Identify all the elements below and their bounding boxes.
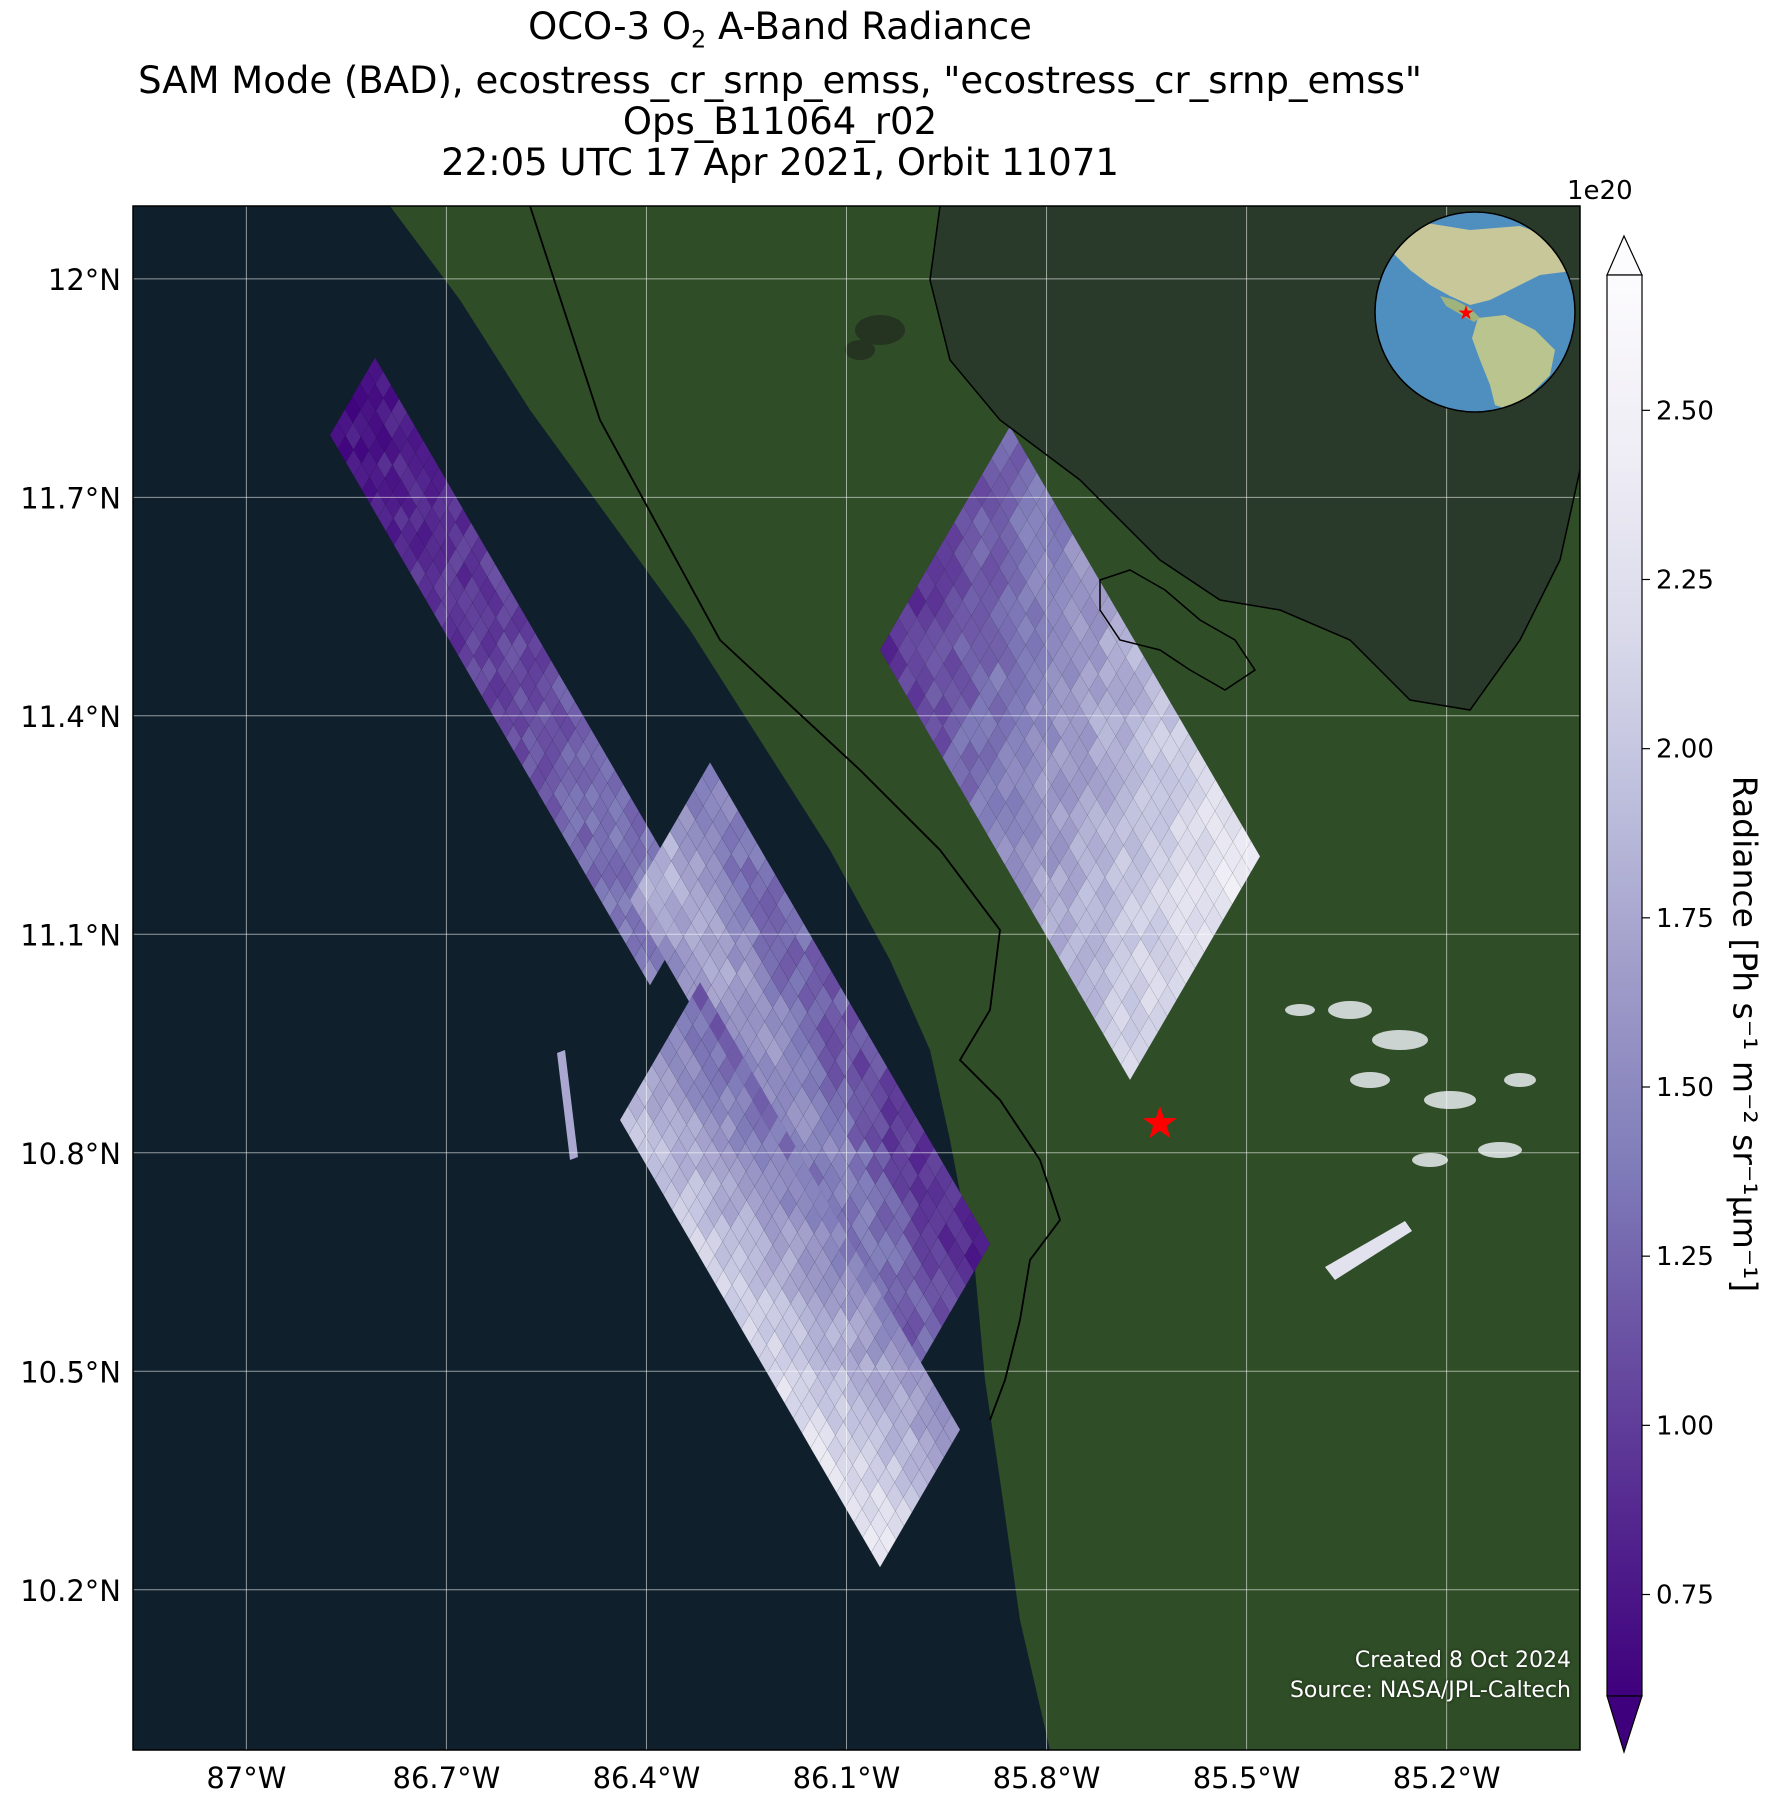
globe-north-america [1380,222,1575,305]
figure-title: OCO-3 O2 A-Band Radiance SAM Mode (BAD),… [120,6,1440,183]
map-gridlines [133,206,1580,1750]
colorbar-title: Radiance [Ph s⁻¹ m⁻² sr⁻¹μm⁻¹] [1725,775,1765,1293]
source-credit-text: Source: NASA/JPL-Caltech [1289,1678,1571,1703]
ometepe-shoreline [1099,569,1257,691]
pacific-coastline [529,206,1062,1421]
longitude-tick-label: 85.8°W [993,1761,1101,1795]
globe-central-america [1440,296,1480,322]
colorbar-upper-extension [1606,234,1643,276]
map-panel [133,206,1580,1750]
latitude-tick-label: 10.8°N [20,1137,121,1171]
longitude-tick-label: 85.5°W [1193,1761,1301,1795]
title-line-1: OCO-3 O2 A-Band Radiance [528,5,1032,54]
colorbar-tick-label: 1.75 [1656,904,1714,934]
colorbar-exponent-label: 1e20 [1567,176,1633,206]
longitude-tick-label: 86.7°W [393,1761,501,1795]
footprint-cell [972,1227,991,1259]
colorbar-tick-label: 2.00 [1656,735,1714,765]
globe-location-star [1458,305,1474,320]
latitude-ticks: 12°N 11.7°N 11.4°N 11.1°N 10.8°N 10.5°N 10.2°N [20,263,121,1608]
globe-south-america [1472,315,1555,410]
colorbar-tick-label: 2.25 [1656,566,1714,596]
crater-lake [855,315,905,345]
title-line-3: Ops_B11064_r02 [622,100,938,144]
title-line-2: SAM Mode (BAD), ecostress_cr_srnp_emss, … [138,59,1422,103]
globe-outline [1374,211,1576,413]
cloud-patches [1285,1001,1536,1167]
latitude-tick-label: 11.7°N [20,481,121,515]
created-date-text: Created 8 Oct 2024 [1354,1648,1571,1673]
latitude-tick-label: 10.2°N [20,1574,121,1608]
colorbar-tick-label: 1.00 [1656,1411,1714,1441]
latitude-tick-label: 11.4°N [20,700,121,734]
colorbar: 0.75 1.00 1.25 1.50 1.75 2.00 2.25 2.50 [1606,234,1714,1755]
map-frame [132,205,1581,1751]
footprint-cell [1325,1221,1412,1280]
title-line-4: 22:05 UTC 17 Apr 2021, Orbit 11071 [441,141,1119,185]
longitude-tick-label: 87°W [206,1761,286,1795]
colorbar-tick-label: 2.50 [1656,396,1714,426]
colorbar-body [1606,274,1643,1697]
colorbar-tick-label: 1.25 [1656,1242,1714,1272]
latitude-tick-label: 11.1°N [20,918,121,952]
colorbar-tick-label: 0.75 [1656,1581,1714,1611]
latitude-tick-label: 12°N [48,263,121,297]
latitude-tick-label: 10.5°N [20,1355,121,1389]
colorbar-tick-label: 1.50 [1656,1073,1714,1103]
lake-shoreline [929,206,1580,711]
ometepe-island [1100,570,1255,690]
colorbar-ticks: 0.75 1.00 1.25 1.50 1.75 2.00 2.25 2.50 [1642,396,1714,1611]
crater-lake [845,340,875,360]
longitude-tick-label: 86.4°W [593,1761,701,1795]
colorbar-lower-extension [1606,1695,1643,1755]
footprint-cell [557,1050,578,1160]
footprint-cell [943,1414,961,1444]
radiance-swath [329,357,1412,1568]
target-star-marker [1142,1105,1177,1139]
longitude-tick-label: 85.2°W [1393,1761,1501,1795]
longitude-tick-label: 86.1°W [793,1761,901,1795]
locator-globe [1374,211,1576,413]
longitude-ticks: 87°W 86.7°W 86.4°W 86.1°W 85.8°W 85.5°W 85.2°W [206,1761,1500,1795]
